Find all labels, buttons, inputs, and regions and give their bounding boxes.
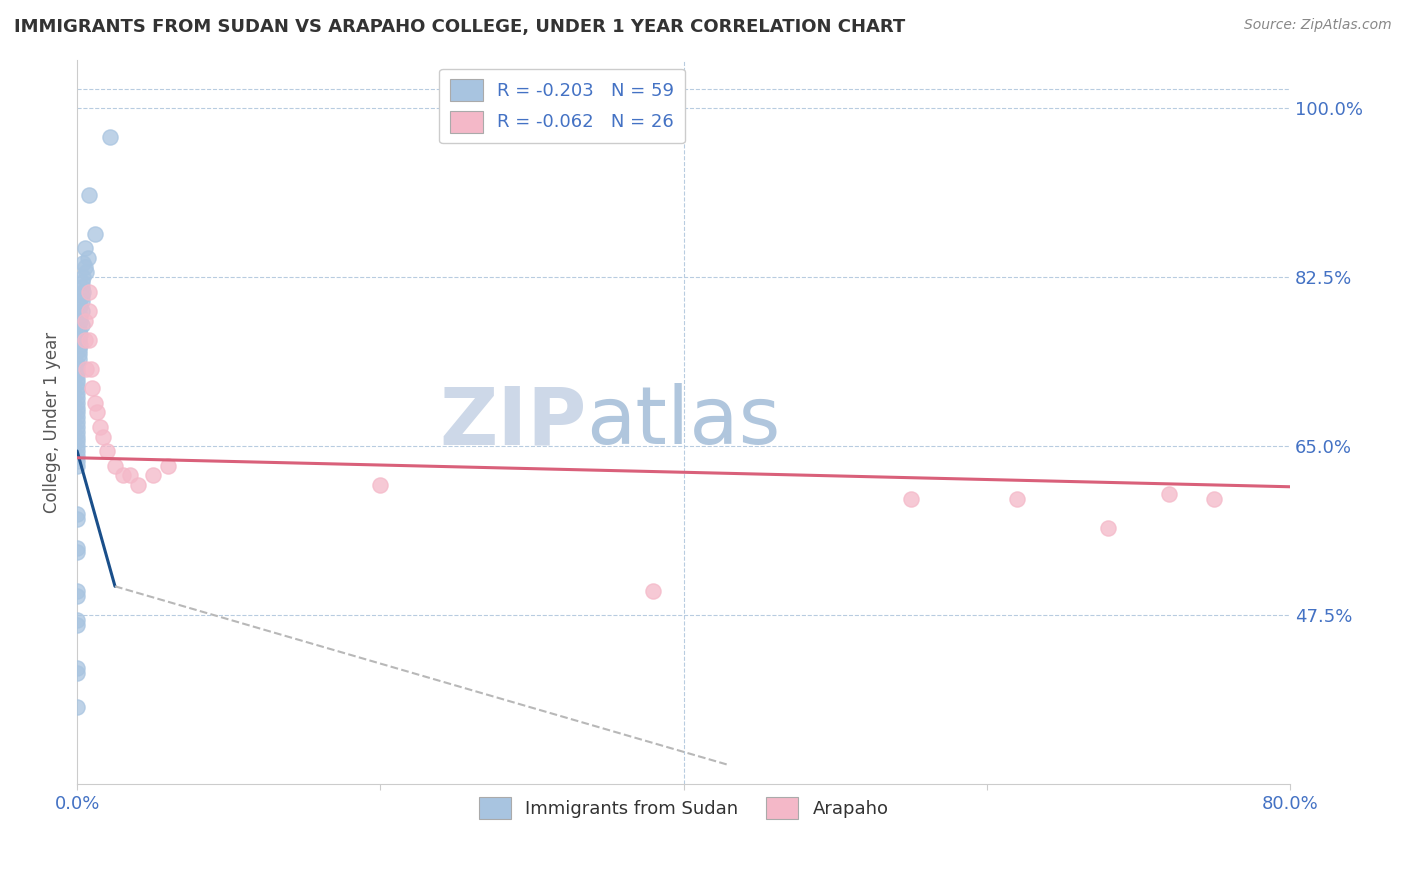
Point	[1157, 487, 1180, 501]
Text: IMMIGRANTS FROM SUDAN VS ARAPAHO COLLEGE, UNDER 1 YEAR CORRELATION CHART: IMMIGRANTS FROM SUDAN VS ARAPAHO COLLEGE…	[14, 18, 905, 36]
Point	[70, 294, 93, 309]
Point	[72, 270, 94, 285]
Point	[84, 227, 107, 241]
Point	[77, 285, 100, 299]
Point	[643, 584, 665, 599]
Point	[82, 381, 104, 395]
Point	[157, 458, 180, 473]
Point	[66, 584, 89, 599]
Point	[96, 444, 118, 458]
Point	[66, 415, 89, 429]
Point	[66, 434, 89, 449]
Text: Source: ZipAtlas.com: Source: ZipAtlas.com	[1244, 18, 1392, 32]
Point	[66, 401, 89, 415]
Point	[89, 420, 111, 434]
Point	[77, 187, 100, 202]
Point	[70, 289, 93, 303]
Point	[69, 299, 91, 313]
Point	[66, 425, 89, 439]
Point	[1097, 521, 1119, 535]
Point	[66, 613, 89, 627]
Point	[77, 304, 100, 318]
Y-axis label: College, Under 1 year: College, Under 1 year	[44, 332, 60, 513]
Point	[66, 362, 89, 376]
Point	[69, 328, 91, 343]
Point	[75, 362, 97, 376]
Point	[66, 453, 89, 467]
Point	[84, 395, 107, 409]
Text: ZIP: ZIP	[439, 383, 586, 461]
Point	[120, 468, 142, 483]
Point	[75, 265, 97, 279]
Point	[66, 405, 89, 419]
Point	[66, 381, 89, 395]
Point	[66, 661, 89, 675]
Point	[127, 478, 149, 492]
Point	[67, 323, 90, 337]
Point	[1204, 492, 1226, 507]
Point	[73, 260, 96, 275]
Point	[66, 391, 89, 405]
Point	[67, 352, 90, 367]
Point	[91, 429, 114, 443]
Point	[66, 545, 89, 559]
Point	[104, 458, 127, 473]
Point	[73, 333, 96, 347]
Point	[80, 362, 103, 376]
Point	[142, 468, 165, 483]
Point	[66, 541, 89, 555]
Point	[66, 367, 89, 381]
Point	[67, 333, 90, 347]
Point	[66, 458, 89, 473]
Point	[66, 449, 89, 463]
Legend: Immigrants from Sudan, Arapaho: Immigrants from Sudan, Arapaho	[471, 789, 896, 826]
Point	[66, 429, 89, 443]
Point	[69, 337, 91, 351]
Point	[66, 376, 89, 391]
Point	[66, 589, 89, 603]
Point	[86, 405, 108, 419]
Point	[66, 371, 89, 385]
Point	[69, 309, 91, 323]
Point	[69, 313, 91, 327]
Point	[72, 255, 94, 269]
Point	[70, 304, 93, 318]
Point	[66, 420, 89, 434]
Point	[66, 507, 89, 521]
Point	[66, 700, 89, 714]
Point	[76, 251, 98, 265]
Point	[70, 318, 93, 333]
Point	[100, 129, 122, 144]
Point	[66, 444, 89, 458]
Point	[1005, 492, 1028, 507]
Point	[900, 492, 922, 507]
Point	[370, 478, 392, 492]
Point	[70, 279, 93, 293]
Point	[66, 386, 89, 401]
Point	[66, 395, 89, 409]
Point	[70, 275, 93, 289]
Point	[67, 343, 90, 357]
Point	[66, 410, 89, 425]
Point	[73, 313, 96, 327]
Point	[72, 285, 94, 299]
Point	[77, 333, 100, 347]
Point	[66, 618, 89, 632]
Point	[66, 439, 89, 453]
Point	[66, 666, 89, 681]
Point	[66, 357, 89, 371]
Point	[111, 468, 134, 483]
Point	[73, 241, 96, 255]
Point	[67, 347, 90, 361]
Point	[66, 511, 89, 525]
Text: atlas: atlas	[586, 383, 780, 461]
